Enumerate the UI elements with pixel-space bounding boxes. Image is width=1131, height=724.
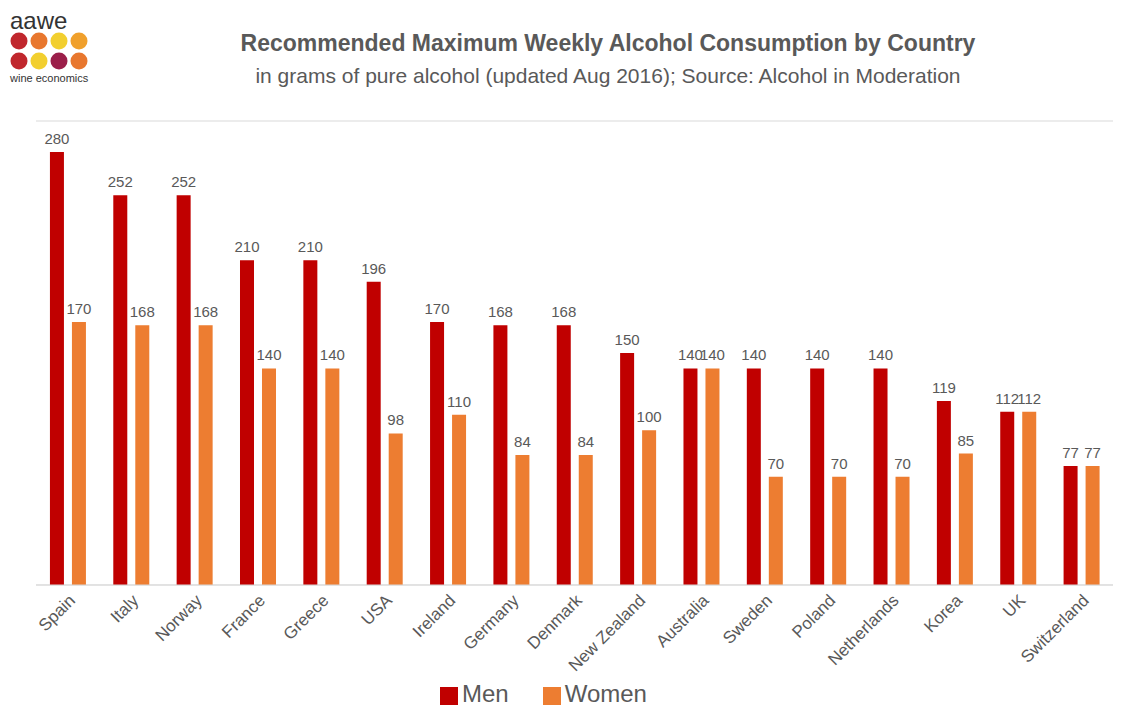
- svg-text:140: 140: [741, 346, 766, 363]
- svg-text:140: 140: [700, 346, 725, 363]
- svg-text:112: 112: [1017, 390, 1041, 407]
- html-text:aawe: aawe: [10, 7, 68, 34]
- svg-text:Switzerland: Switzerland: [1017, 591, 1093, 667]
- svg-text:Norway: Norway: [152, 591, 207, 646]
- svg-text:85: 85: [958, 432, 975, 449]
- svg-text:112: 112: [995, 390, 1019, 407]
- svg-text:New Zealand: New Zealand: [565, 591, 649, 675]
- html-text:Men: Men: [462, 680, 509, 707]
- svg-text:170: 170: [425, 300, 450, 317]
- svg-text:USA: USA: [358, 590, 397, 629]
- svg-text:252: 252: [171, 173, 196, 190]
- svg-text:Ireland: Ireland: [409, 591, 459, 641]
- html-text:wine economics: wine economics: [10, 72, 89, 84]
- svg-text:196: 196: [361, 260, 386, 277]
- svg-text:168: 168: [488, 303, 513, 320]
- svg-text:100: 100: [637, 408, 662, 425]
- svg-text:150: 150: [615, 331, 640, 348]
- svg-text:168: 168: [551, 303, 576, 320]
- svg-text:Greece: Greece: [280, 591, 333, 644]
- svg-text:210: 210: [298, 238, 323, 255]
- svg-text:77: 77: [1084, 444, 1101, 461]
- svg-text:Australia: Australia: [652, 591, 713, 652]
- svg-text:168: 168: [130, 303, 155, 320]
- html-text:Recommended Maximum Weekly Alc: Recommended Maximum Weekly Alcohol Consu…: [240, 30, 976, 56]
- svg-text:Netherlands: Netherlands: [824, 591, 902, 669]
- svg-text:84: 84: [577, 433, 594, 450]
- svg-text:110: 110: [447, 393, 471, 410]
- svg-text:France: France: [218, 591, 269, 642]
- svg-text:77: 77: [1062, 444, 1079, 461]
- svg-text:140: 140: [868, 346, 893, 363]
- svg-text:Germany: Germany: [460, 591, 523, 654]
- svg-text:140: 140: [678, 346, 703, 364]
- svg-text:170: 170: [66, 300, 91, 317]
- svg-text:UK: UK: [999, 590, 1030, 621]
- svg-text:Poland: Poland: [788, 591, 839, 642]
- svg-text:70: 70: [831, 455, 848, 472]
- svg-text:84: 84: [514, 433, 531, 450]
- svg-text:119: 119: [932, 379, 956, 396]
- svg-text:252: 252: [108, 173, 133, 190]
- svg-text:140: 140: [805, 346, 830, 363]
- svg-text:Korea: Korea: [920, 591, 966, 637]
- svg-text:70: 70: [767, 455, 784, 472]
- svg-text:Sweden: Sweden: [719, 591, 776, 648]
- svg-text:Italy: Italy: [107, 591, 143, 627]
- svg-text:140: 140: [256, 346, 281, 363]
- svg-text:210: 210: [234, 238, 259, 255]
- svg-text:98: 98: [387, 411, 404, 428]
- html-text:Women: Women: [564, 680, 647, 707]
- svg-text:140: 140: [320, 346, 345, 363]
- svg-text:280: 280: [44, 130, 69, 147]
- svg-text:70: 70: [894, 455, 911, 472]
- svg-text:Spain: Spain: [35, 591, 79, 635]
- svg-text:Denmark: Denmark: [524, 591, 587, 654]
- html-text:in grams of pure alcohol (upda: in grams of pure alcohol (updated Aug 20…: [255, 64, 961, 87]
- svg-text:168: 168: [193, 303, 218, 320]
